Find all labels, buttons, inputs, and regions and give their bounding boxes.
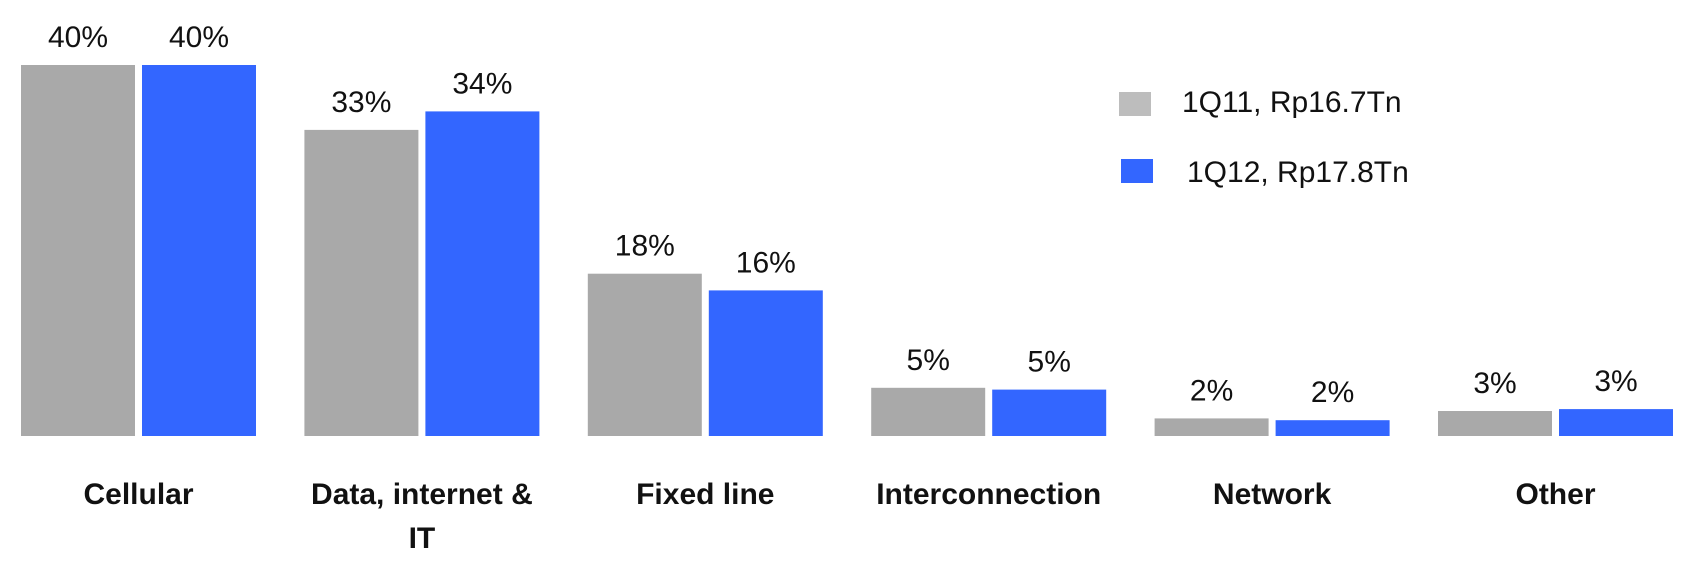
bar-1q12-0 — [142, 65, 256, 436]
legend-label-1q11: 1Q11, Rp16.7Tn — [1182, 86, 1402, 119]
category-label-line: Interconnection — [876, 478, 1101, 511]
category-label-line: Cellular — [83, 478, 193, 511]
value-label-1q11-2: 18% — [615, 230, 675, 263]
value-label-1q12-1: 34% — [452, 67, 512, 100]
category-label-3: Interconnection — [876, 478, 1101, 511]
category-label-5: Other — [1515, 478, 1595, 511]
legend-label-1q12: 1Q12, Rp17.8Tn — [1187, 156, 1409, 189]
category-label-2: Fixed line — [636, 478, 774, 511]
bar-1q12-4 — [1275, 420, 1390, 436]
value-label-1q11-3: 5% — [907, 344, 950, 377]
bar-1q11-3 — [871, 387, 986, 436]
bar-1q12-1 — [425, 111, 540, 437]
value-label-1q11-5: 3% — [1473, 367, 1516, 400]
category-labels-group: Cellular Data, internet & IT Fixed line Inte… — [83, 478, 1595, 555]
value-label-1q11-0: 40% — [48, 21, 108, 54]
bar-1q11-2 — [587, 273, 702, 436]
category-label-0: Cellular — [83, 478, 193, 511]
value-label-1q12-2: 16% — [736, 246, 796, 279]
value-label-1q11-1: 33% — [331, 86, 391, 119]
category-label-line: Network — [1213, 478, 1332, 511]
value-label-1q11-4: 2% — [1190, 374, 1233, 407]
bar-1q11-5 — [1438, 411, 1552, 436]
value-label-1q12-4: 2% — [1311, 376, 1354, 409]
category-label-line: Other — [1515, 478, 1595, 511]
bar-1q12-2 — [708, 290, 823, 436]
value-label-1q12-3: 5% — [1028, 346, 1071, 379]
category-label-line: Data, internet & — [311, 478, 533, 511]
bars-group — [21, 65, 1673, 437]
bar-1q12-3 — [992, 389, 1107, 436]
category-label-4: Network — [1213, 478, 1332, 511]
category-label-line: IT — [409, 522, 436, 555]
legend-swatch-1q12 — [1121, 159, 1153, 183]
legend: 1Q11, Rp16.7Tn 1Q12, Rp17.8Tn — [1119, 86, 1409, 189]
value-label-1q12-0: 40% — [169, 21, 229, 54]
category-label-line: Fixed line — [636, 478, 774, 511]
bar-1q11-4 — [1154, 418, 1269, 436]
value-labels-group: 40% 40% 33% 34% 18% 16% 5% 5% 2% 2% 3% 3% — [48, 21, 1638, 409]
category-label-1: Data, internet & IT — [311, 478, 533, 555]
value-label-1q12-5: 3% — [1594, 365, 1637, 398]
bar-1q12-5 — [1559, 409, 1673, 436]
bar-1q11-1 — [304, 129, 419, 436]
legend-swatch-1q11 — [1119, 92, 1151, 116]
bar-1q11-0 — [21, 65, 135, 436]
